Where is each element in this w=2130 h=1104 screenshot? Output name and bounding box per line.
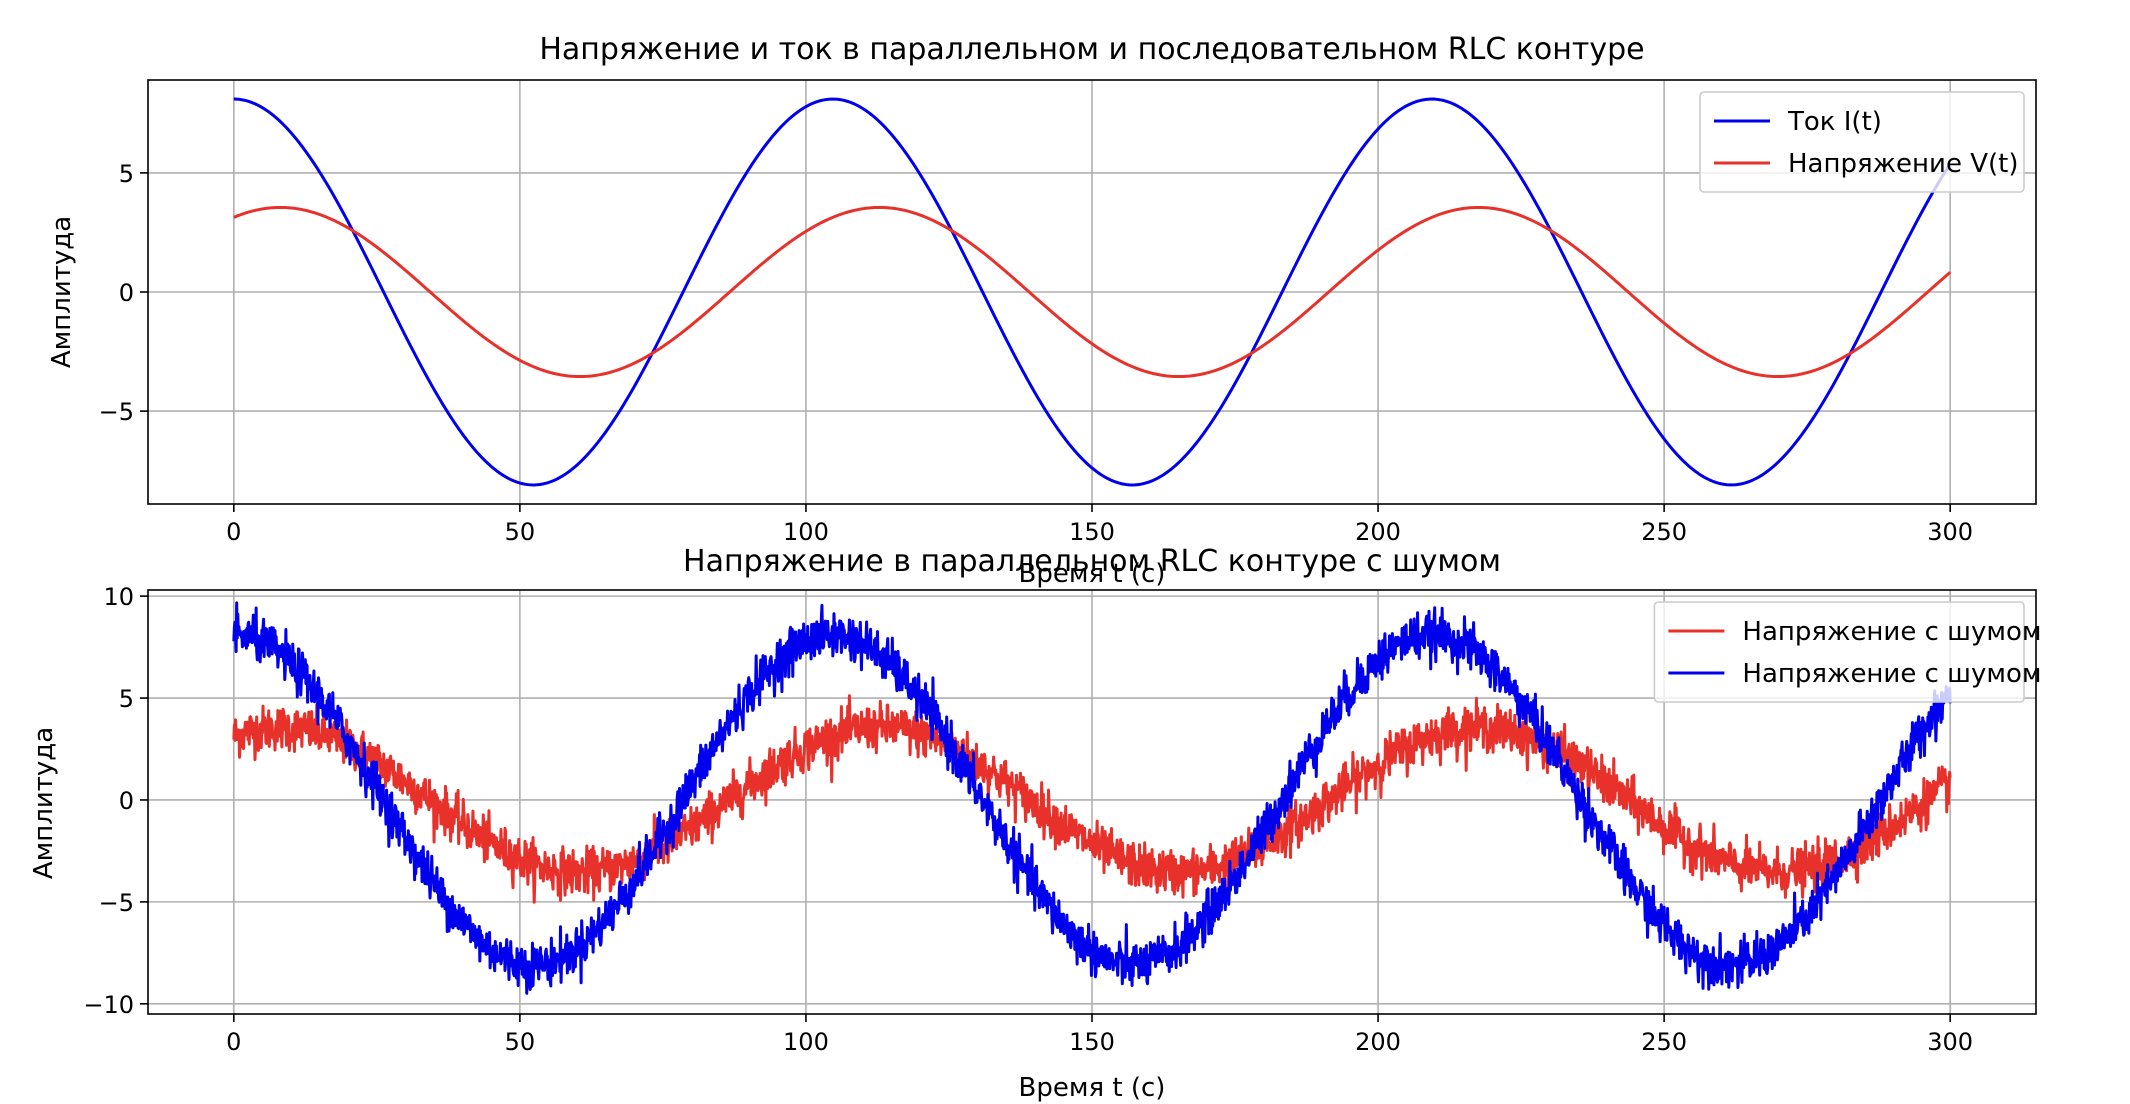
y-tick-label: −5 — [99, 889, 134, 917]
x-tick-label: 50 — [505, 518, 536, 546]
y-tick-label: −10 — [83, 991, 134, 1019]
x-tick-label: 300 — [1927, 518, 1973, 546]
axis-ticks: 0 50 100 150 200 250 300 −10 −5 0 5 10 — [83, 583, 1973, 1056]
x-tick-label: 0 — [226, 518, 241, 546]
x-tick-label: 150 — [1069, 1028, 1115, 1056]
legend-box — [1653, 601, 2025, 703]
x-tick-label: 50 — [505, 1028, 536, 1056]
y-tick-label: 5 — [119, 685, 134, 713]
x-tick-label: 250 — [1641, 518, 1687, 546]
subplot-bottom: Напряжение в параллельном RLC контуре с … — [29, 544, 2041, 1103]
y-axis-label: Амплитуда — [47, 216, 77, 368]
y-tick-label: 5 — [119, 160, 134, 188]
subplot-top: Напряжение и ток в параллельном и послед… — [47, 32, 2037, 589]
legend-label: Напряжение с шумом — [1742, 659, 2041, 689]
series-lines — [233, 97, 1952, 487]
axis-ticks: 0 50 100 150 200 250 300 −5 0 5 — [99, 160, 1973, 546]
y-tick-label: 0 — [119, 279, 134, 307]
plot-title: Напряжение и ток в параллельном и послед… — [539, 32, 1644, 67]
series-lines — [232, 601, 1952, 995]
x-tick-label: 250 — [1641, 1028, 1687, 1056]
series-line — [233, 205, 1952, 379]
series-line — [233, 97, 1952, 487]
legend-label: Напряжение V(t) — [1788, 149, 2018, 179]
series-line — [232, 694, 1952, 904]
legend-box — [1699, 91, 2025, 193]
x-tick-label: 100 — [783, 518, 829, 546]
x-tick-label: 200 — [1355, 518, 1401, 546]
plot-title: Напряжение в параллельном RLC контуре с … — [683, 544, 1501, 579]
series-line — [232, 601, 1952, 995]
x-tick-label: 200 — [1355, 1028, 1401, 1056]
legend: Напряжение с шумом Напряжение с шумом — [1653, 601, 2041, 703]
legend: Ток I(t) Напряжение V(t) — [1699, 91, 2025, 193]
x-tick-label: 0 — [226, 1028, 241, 1056]
y-tick-label: 0 — [119, 787, 134, 815]
y-tick-label: 10 — [103, 583, 134, 611]
x-tick-label: 100 — [783, 1028, 829, 1056]
x-axis-label: Время t (c) — [1019, 1073, 1166, 1103]
legend-label: Ток I(t) — [1787, 107, 1882, 137]
y-axis-label: Амплитуда — [29, 727, 59, 879]
x-tick-label: 150 — [1069, 518, 1115, 546]
y-tick-label: −5 — [99, 398, 134, 426]
x-tick-label: 300 — [1927, 1028, 1973, 1056]
x-axis-label: Время t (c) — [1019, 559, 1166, 589]
legend-label: Напряжение с шумом — [1742, 617, 2041, 647]
